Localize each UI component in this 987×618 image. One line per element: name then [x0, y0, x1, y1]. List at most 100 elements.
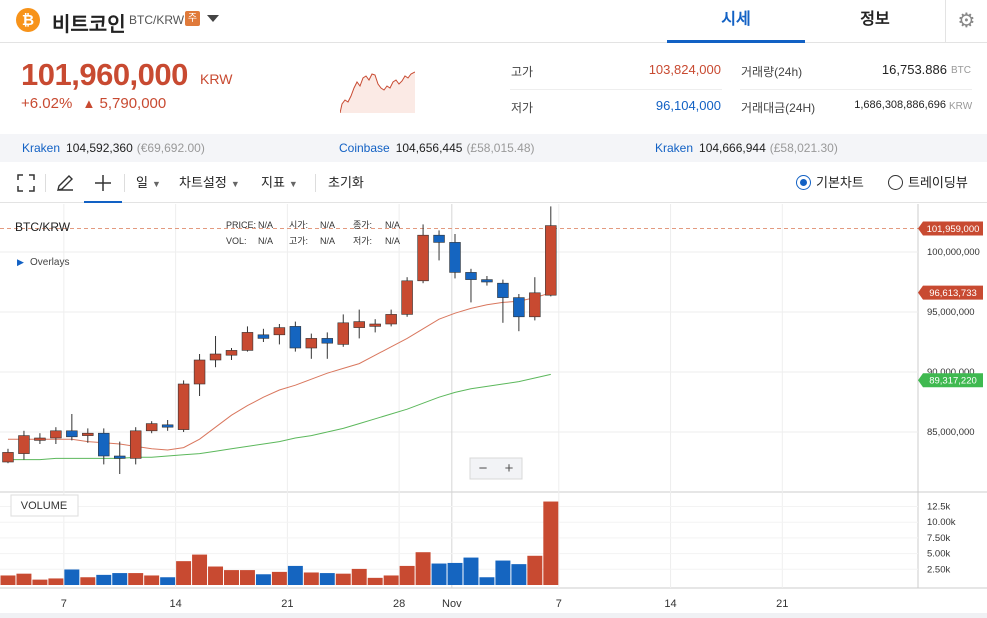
price-unit: KRW [200, 71, 233, 87]
price-marker-tag [918, 373, 983, 388]
exchange-fx: (£58,015.48) [466, 141, 535, 155]
volume-bar [383, 575, 399, 585]
volume-bar [351, 568, 367, 585]
coin-select-chevron-down-icon[interactable] [207, 15, 219, 22]
price-chart[interactable]: 85,000,000 90,000,000 95,000,000 100,000,00… [0, 204, 987, 618]
crosshair-icon[interactable] [84, 163, 122, 203]
volume-bar [48, 578, 64, 585]
tab-info[interactable]: 정보 [860, 11, 890, 28]
candle-body [145, 423, 158, 432]
legend-price-label: PRICE: [226, 220, 256, 230]
volume-bar [32, 579, 48, 585]
volume-value: 16,753.886 [881, 62, 947, 77]
volume-bar [80, 577, 96, 585]
sparkline-area [340, 72, 415, 113]
chevron-down-icon: ▼ [151, 179, 161, 189]
volume-bar [0, 575, 16, 585]
volume-tick-label: 5.00k [927, 549, 950, 560]
volume-bar [527, 555, 543, 585]
current-price: 101,960,000 [21, 57, 188, 92]
candle-body [321, 338, 334, 344]
candle-body [305, 338, 318, 349]
candlestick-chart[interactable]: 85,000,000 90,000,000 95,000,000 100,000,00… [0, 204, 987, 618]
price-tick-label: 100,000,000 [927, 247, 980, 258]
volume-bar [463, 557, 479, 585]
tradingview-radio[interactable] [888, 175, 903, 190]
divider [45, 174, 46, 192]
chart-settings-dropdown[interactable]: 차트설정 ▼ [179, 163, 240, 203]
volume-bar [144, 575, 160, 585]
legend-close-value: N/A [385, 220, 400, 230]
zoom-out-button[interactable]: − [479, 460, 488, 477]
exchange-name[interactable]: Coinbase [339, 141, 390, 155]
legend-open-value: N/A [320, 220, 335, 230]
chevron-down-icon: ▼ [230, 179, 240, 189]
coin-name[interactable]: 비트코인 [52, 14, 126, 36]
time-tick-label: 7 [61, 598, 67, 610]
zoom-controls: − + [469, 457, 523, 480]
exchange-name[interactable]: Kraken [22, 141, 61, 155]
bottom-bar [0, 613, 987, 618]
price-marker-label: 89,317,220 [929, 376, 977, 387]
price-tick-label: 90,000,000 [927, 367, 975, 378]
candle-body [417, 234, 429, 282]
volume-bar [479, 577, 495, 585]
pencil-icon[interactable] [55, 163, 77, 203]
divider [124, 174, 125, 192]
candle-body [529, 292, 541, 318]
interval-label: 일 [136, 175, 148, 190]
time-tick-label: 7 [556, 598, 562, 610]
zoom-in-button[interactable]: + [505, 460, 514, 477]
candle-body [82, 432, 94, 436]
low-label: 저가 [511, 101, 534, 115]
tradingview-label[interactable]: 트레이딩뷰 [908, 175, 968, 190]
volume-bar [431, 563, 447, 585]
volume-bar [16, 573, 32, 585]
moving-average-red [7, 292, 551, 451]
overlays-toggle-icon[interactable]: ▶ [17, 257, 24, 267]
header: ₿ 비트코인 BTC/KRW 주 시세 정보 ⚙ [0, 0, 987, 43]
gear-icon[interactable]: ⚙ [945, 0, 987, 43]
time-tick-label: Nov [442, 598, 462, 610]
chevron-down-icon: ▼ [288, 179, 298, 189]
exchange-price: 104,666,944 [699, 141, 766, 155]
chart-symbol-label: BTC/KRW [15, 220, 71, 234]
price-marker-label: 96,613,733 [929, 288, 977, 299]
candle-body [401, 280, 413, 315]
indicators-dropdown[interactable]: 지표 ▼ [261, 163, 298, 203]
bitcoin-icon: ₿ [16, 8, 40, 32]
volume-bar [319, 573, 335, 585]
fullscreen-icon[interactable] [17, 163, 39, 203]
price-axis: 85,000,000 90,000,000 95,000,000 100,000,00… [927, 247, 980, 438]
price-marker-tag [918, 285, 983, 300]
divider [510, 89, 722, 90]
candles [2, 206, 557, 474]
candle-body [209, 353, 222, 361]
volume-bar [192, 554, 208, 585]
volume-bar [495, 560, 511, 585]
reset-button[interactable]: 초기화 [328, 175, 364, 190]
basic-chart-label[interactable]: 기본차트 [816, 175, 864, 190]
volume-bar [543, 501, 559, 585]
candle-body [289, 326, 302, 349]
volume-bar [224, 570, 239, 585]
chart-grid [0, 204, 987, 618]
basic-chart-radio[interactable] [796, 175, 811, 190]
overlays-label[interactable]: Overlays [30, 257, 69, 268]
legend-low-label: 저가: [353, 236, 372, 246]
price-markers: 101,959,000 96,613,733 89,317,220 [918, 221, 983, 388]
legend-price-value: N/A [258, 220, 273, 230]
indicators-label: 지표 [261, 175, 285, 190]
price-marker-tag [918, 221, 983, 236]
interval-dropdown[interactable]: 일 ▼ [136, 163, 161, 203]
change-percent: +6.02% [21, 95, 73, 112]
tab-quote[interactable]: 시세 [667, 0, 805, 43]
volume-bar [415, 552, 431, 585]
exchange-name[interactable]: Kraken [655, 141, 694, 155]
volume-tick-label: 2.50k [927, 564, 950, 575]
volume-bar [367, 577, 383, 585]
volume-bar [112, 573, 128, 585]
high-label: 고가 [511, 65, 534, 79]
chart-toolbar: 일 ▼ 차트설정 ▼ 지표 ▼ 초기화 기본차트 트레이딩뷰 [0, 163, 987, 203]
pair-label[interactable]: BTC/KRW [129, 13, 185, 27]
